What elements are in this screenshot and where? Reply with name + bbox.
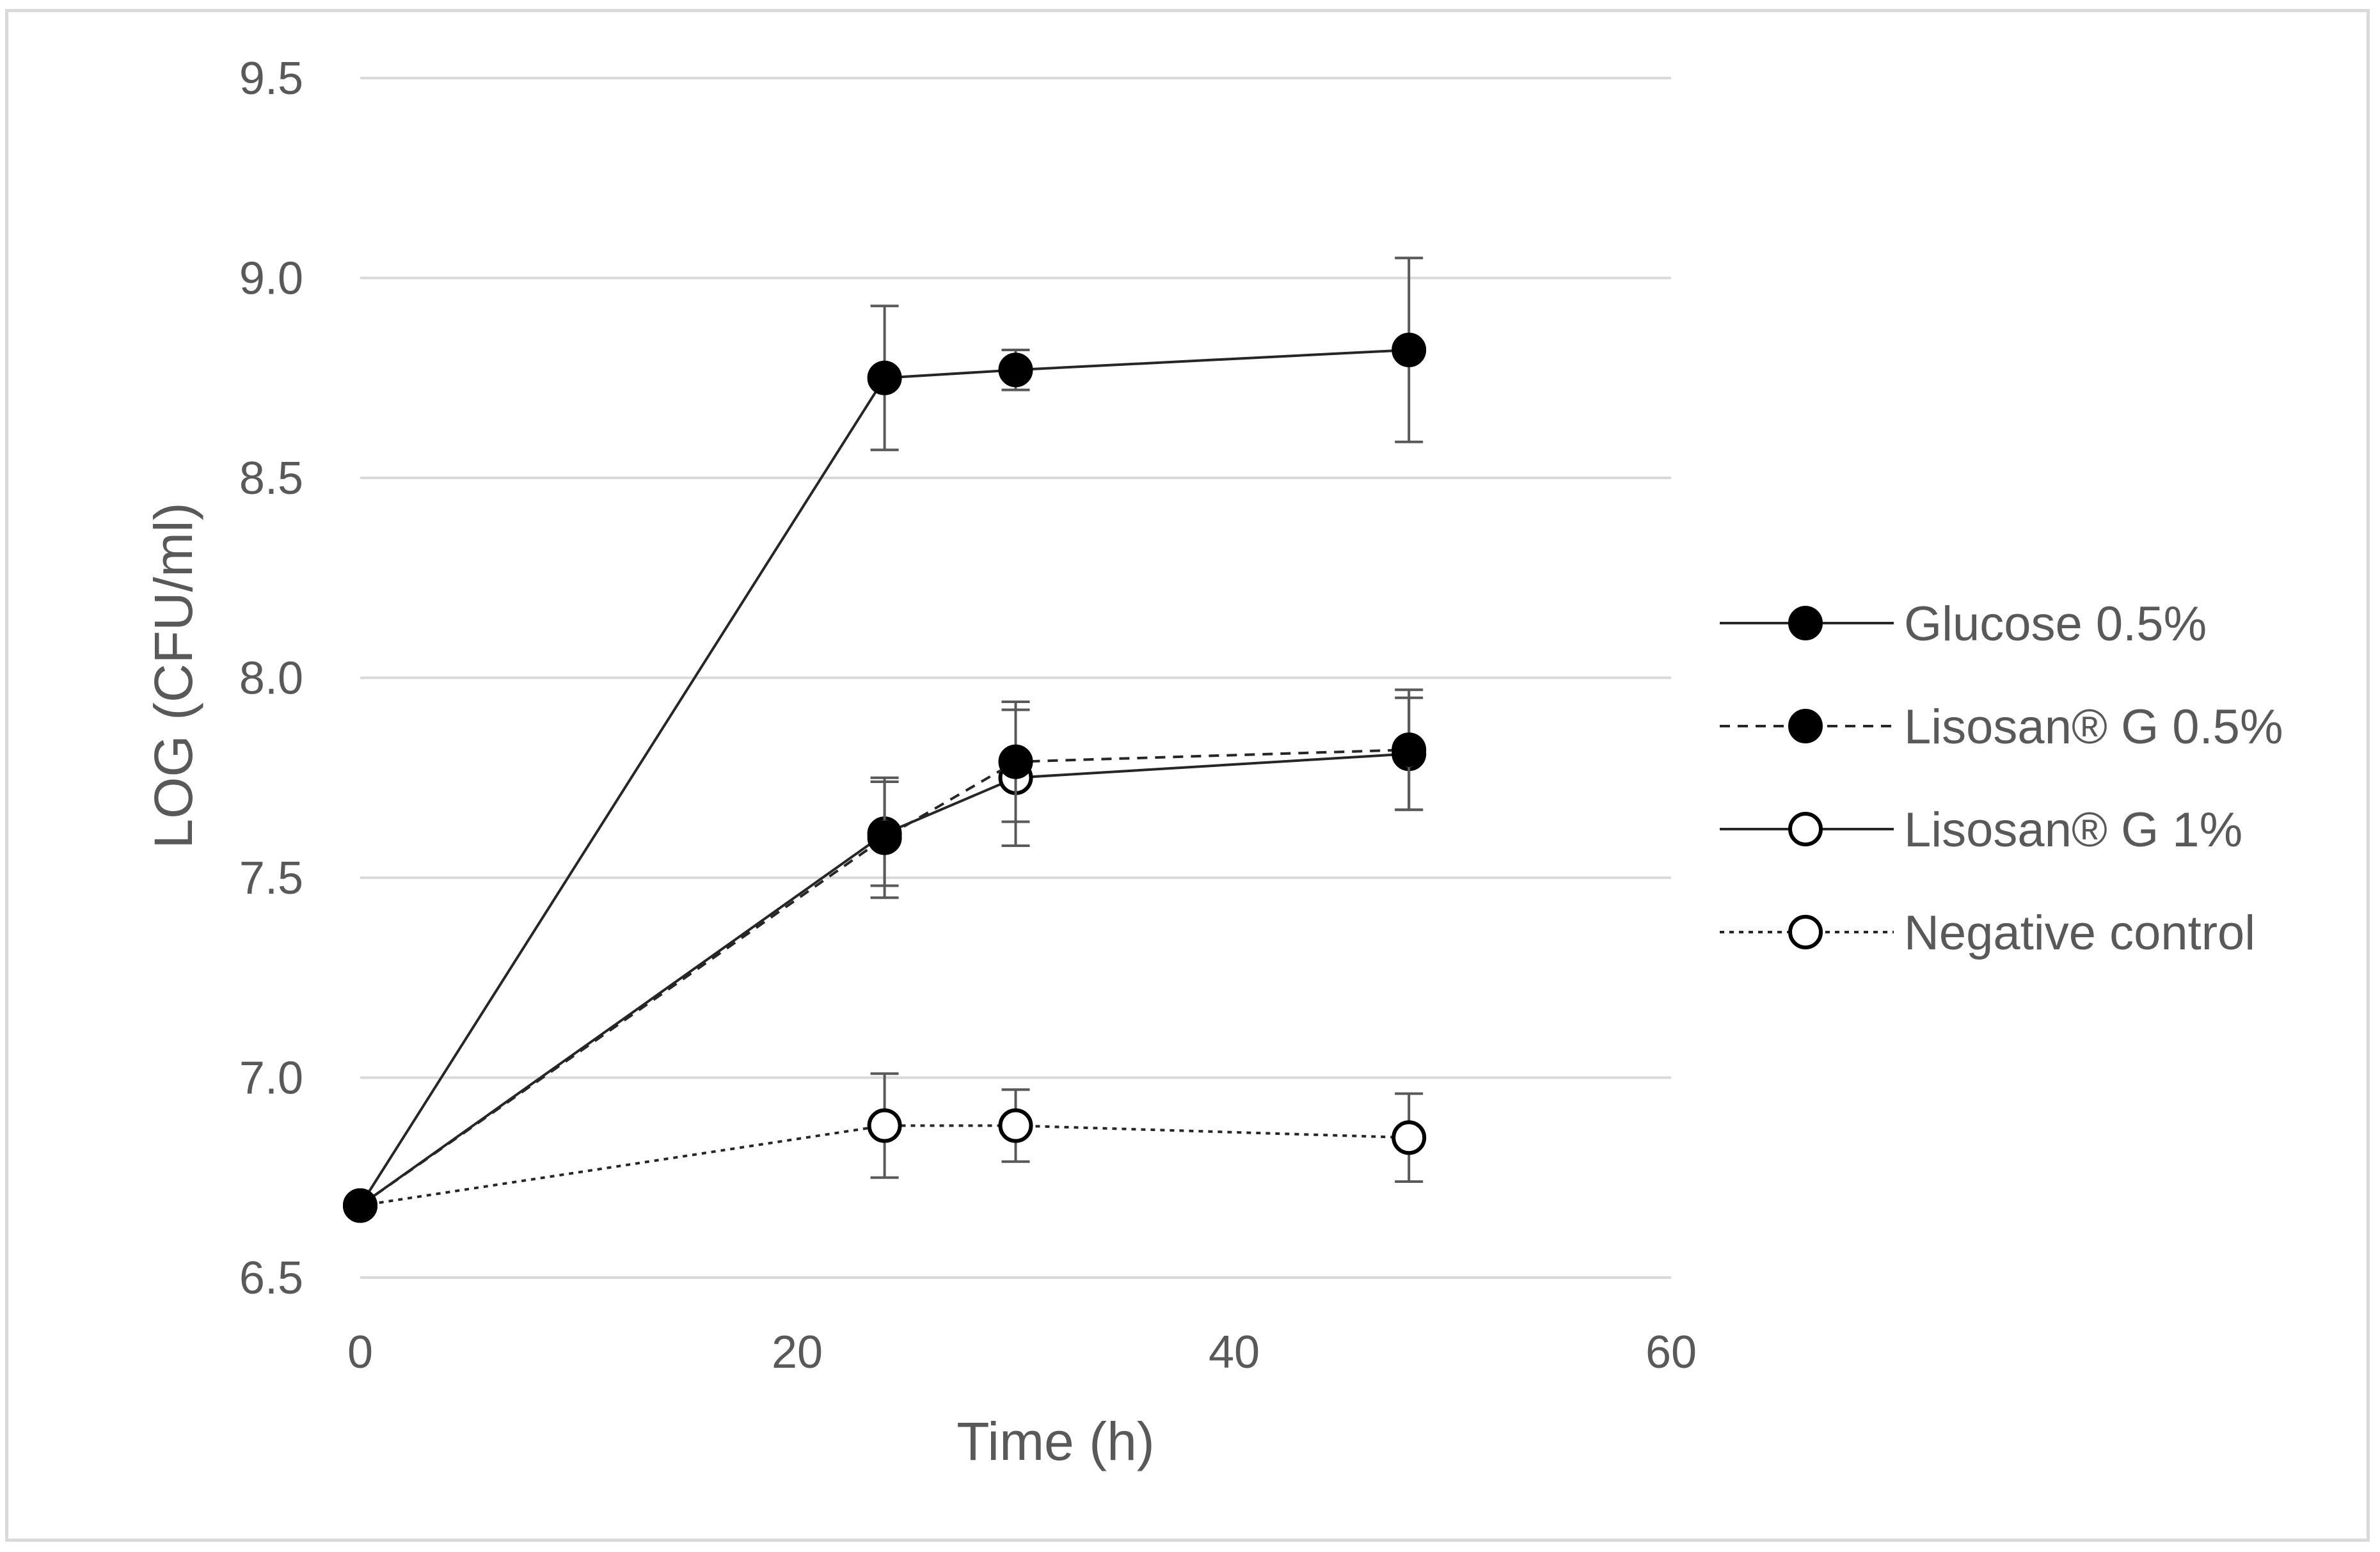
x-tick-labels: 0 20 40 60 [347,1327,1697,1378]
y-tick-label: 6.5 [239,1253,303,1304]
data-point [998,744,1033,779]
legend-item-2: Lisosan® G 1% [1720,803,2242,857]
legend-label: Lisosan® G 0.5% [1904,700,2283,754]
legend-item-3: Negative control [1720,906,2255,960]
data-point [998,352,1033,388]
x-tick-label: 20 [772,1327,823,1378]
legend-item-0: Glucose 0.5% [1720,597,2207,651]
data-point [1392,333,1427,367]
x-tick-label: 0 [347,1327,373,1378]
y-axis-title: LOG (CFU/ml) [143,502,203,848]
x-tick-label: 60 [1646,1327,1697,1378]
x-tick-label: 40 [1209,1327,1260,1378]
gridlines [360,77,1671,1279]
data-point [867,820,902,855]
legend-label: Glucose 0.5% [1904,597,2207,651]
series-0 [343,257,1427,1223]
legend-marker [1788,812,1823,846]
y-tick-label: 7.5 [239,853,303,904]
series-line [360,1124,1409,1207]
legend-label: Lisosan® G 1% [1904,803,2242,857]
y-tick-label: 8.5 [239,453,303,504]
legend: Glucose 0.5% Lisosan® G 0.5% Lisosan® G 1%… [1720,597,2283,960]
data-point [1392,732,1427,767]
chart-frame [5,9,2370,1542]
y-tick-label: 8.0 [239,653,303,704]
series-line [359,349,1409,1207]
y-tick-label: 9.5 [239,53,303,104]
y-tick-label: 9.0 [239,253,303,305]
data-point [867,360,902,395]
data-point [998,1108,1033,1143]
y-tick-label: 7.0 [239,1053,303,1104]
data-point [343,1188,377,1223]
legend-marker [1788,606,1823,640]
data-point [1392,1120,1427,1155]
x-axis-title: Time (h) [956,1411,1155,1471]
legend-label: Negative control [1904,906,2255,960]
series-3 [343,1072,1427,1223]
legend-marker [1788,915,1823,949]
series-line [359,748,1409,1207]
legend-marker [1788,709,1823,743]
data-point [867,1108,902,1143]
series-group [343,257,1427,1223]
series-line [359,752,1409,1207]
legend-item-1: Lisosan® G 0.5% [1720,700,2283,754]
y-tick-labels: 6.5 7.0 7.5 8.0 8.5 9.0 9.5 [239,53,303,1304]
